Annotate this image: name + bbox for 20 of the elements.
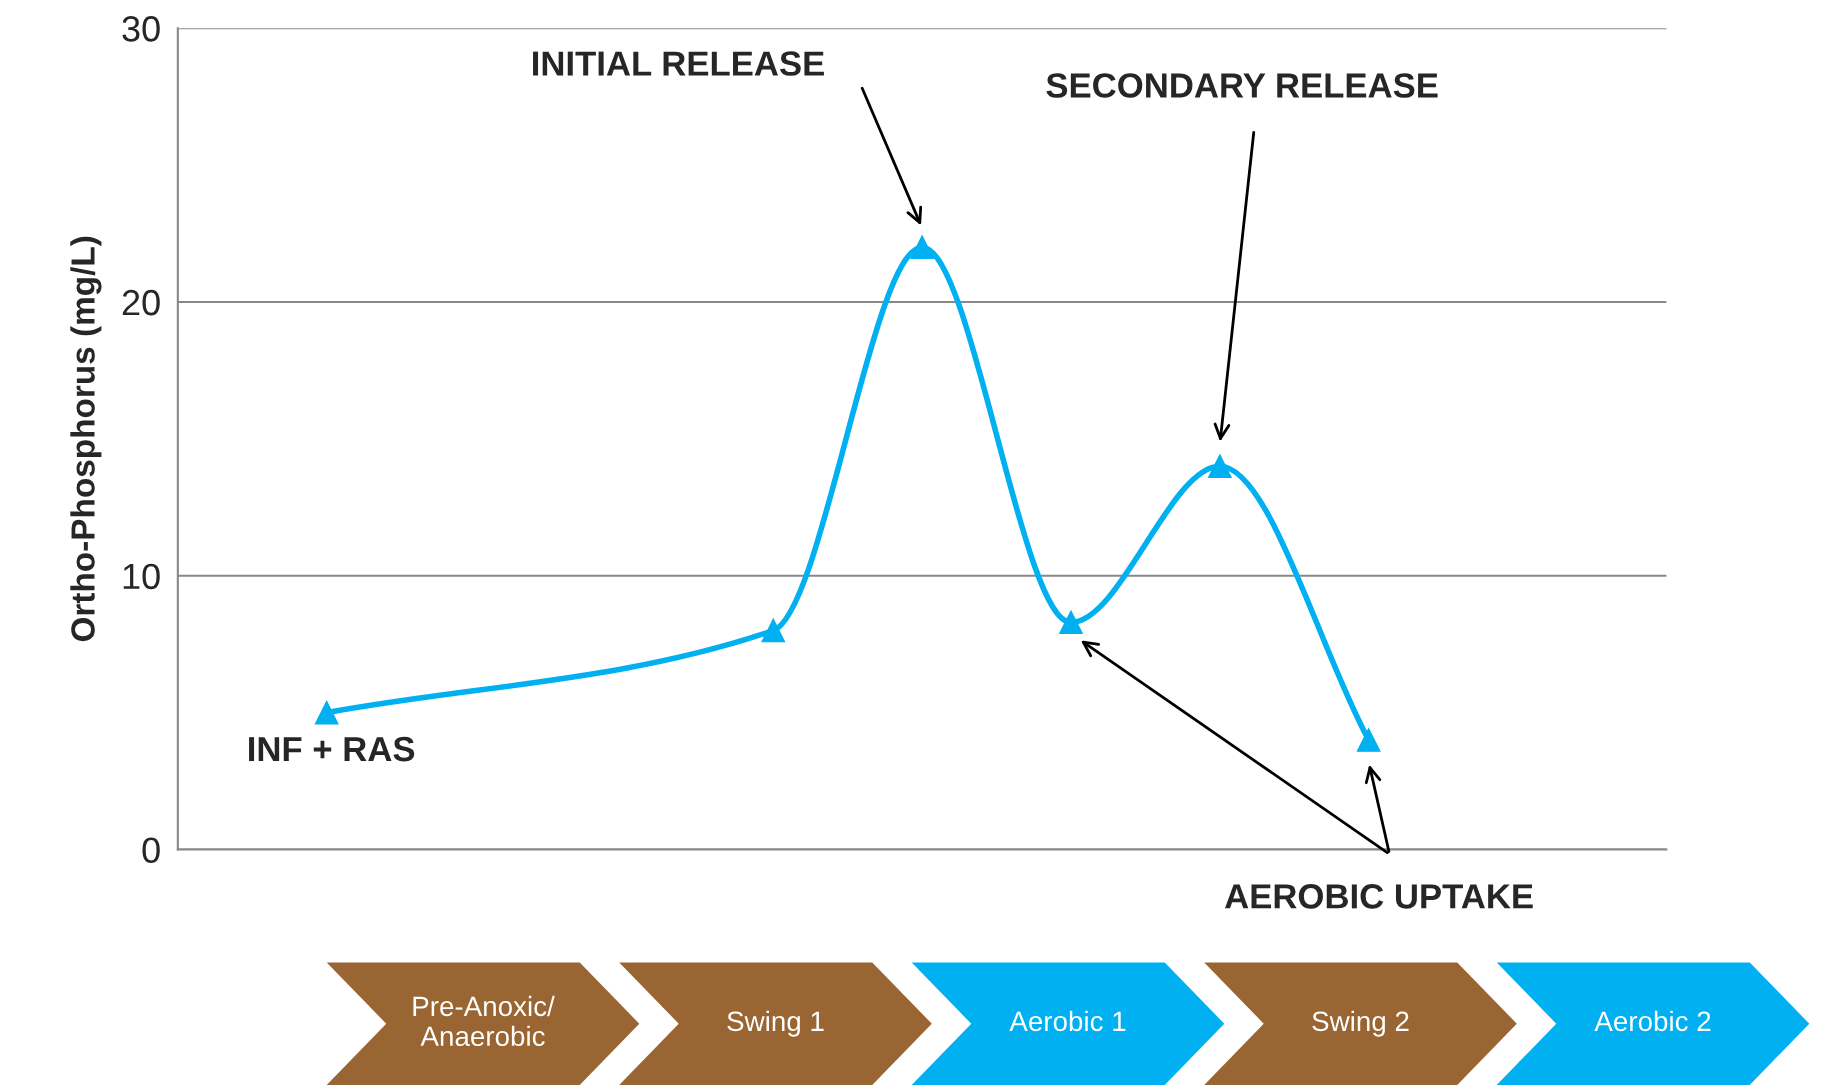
y-tick-label: 10 <box>123 563 160 590</box>
text: AEROBIC UPTAKE <box>1224 884 1533 909</box>
y-axis-title: Ortho-Phosphorus (mg/L) <box>70 236 102 642</box>
point <box>314 700 339 725</box>
point <box>1059 610 1083 635</box>
point <box>910 235 934 260</box>
text: Swing 2 <box>1312 1010 1409 1037</box>
annotation: SECONDARY RELEASE <box>1046 73 1438 98</box>
point <box>1356 728 1381 752</box>
annotation: INITIAL RELEASE <box>533 51 824 76</box>
text: Aerobic 1 <box>1009 1010 1126 1032</box>
point <box>761 618 786 643</box>
text: Pre-Anoxic/ Anaerobic <box>413 995 555 1047</box>
text: Swing 1 <box>727 1010 824 1037</box>
point <box>1208 454 1232 479</box>
y-tick-label: 20 <box>122 289 160 316</box>
text: Aerobic 2 <box>1594 1010 1711 1032</box>
y-tick-label: 30 <box>122 16 160 42</box>
y-tick-label: 0 <box>142 837 160 863</box>
annotation: INF + RAS <box>249 736 415 762</box>
